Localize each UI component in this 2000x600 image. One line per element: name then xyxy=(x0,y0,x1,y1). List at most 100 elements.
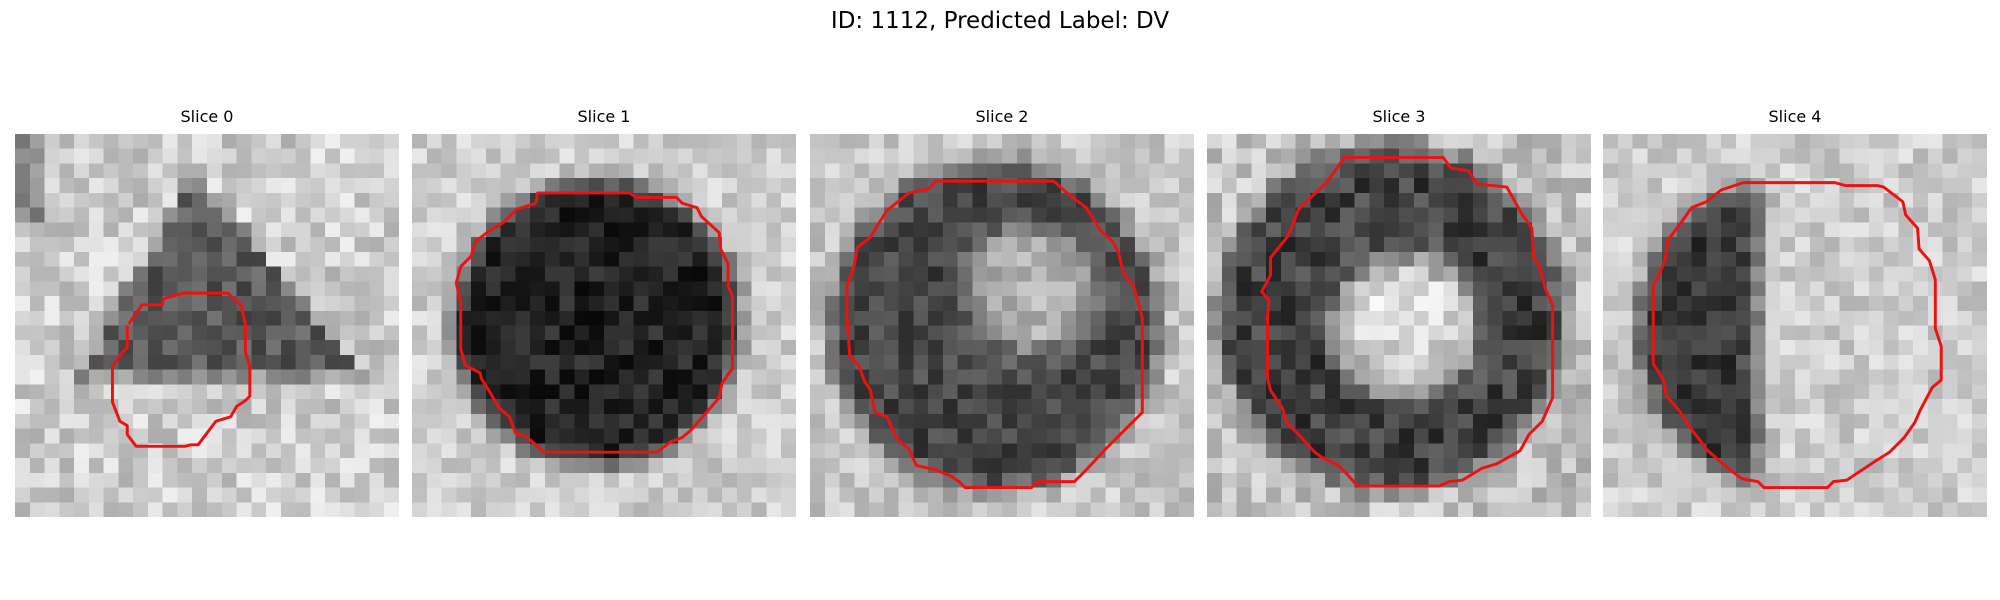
pixel xyxy=(707,472,723,488)
pixel xyxy=(766,399,782,415)
pixel xyxy=(1266,413,1282,429)
pixel xyxy=(1251,178,1267,194)
pixel xyxy=(266,207,282,223)
pixel xyxy=(530,354,546,370)
pixel xyxy=(1046,266,1062,282)
pixel xyxy=(1691,369,1707,385)
pixel xyxy=(44,487,60,503)
pixel xyxy=(722,369,738,385)
pixel xyxy=(1957,163,1973,179)
pixel xyxy=(1824,354,1840,370)
pixel xyxy=(1164,399,1180,415)
pixel xyxy=(1883,458,1899,474)
pixel xyxy=(1531,148,1547,164)
pixel xyxy=(280,237,296,253)
pixel xyxy=(29,222,45,238)
pixel xyxy=(589,399,605,415)
pixel xyxy=(59,266,75,282)
pixel xyxy=(1236,178,1252,194)
pixel xyxy=(1369,325,1385,341)
pixel xyxy=(766,296,782,312)
pixel xyxy=(59,222,75,238)
pixel xyxy=(236,281,252,297)
pixel xyxy=(147,487,163,503)
pixel xyxy=(1031,399,1047,415)
pixel xyxy=(781,148,796,164)
pixel xyxy=(1676,354,1692,370)
pixel xyxy=(1603,281,1619,297)
pixel xyxy=(1384,281,1400,297)
pixel xyxy=(604,251,620,267)
pixel xyxy=(441,472,457,488)
pixel xyxy=(59,458,75,474)
pixel xyxy=(1354,354,1370,370)
pixel xyxy=(1576,207,1591,223)
pixel xyxy=(677,148,693,164)
pixel xyxy=(1369,222,1385,238)
pixel xyxy=(221,325,237,341)
pixel xyxy=(707,148,723,164)
pixel xyxy=(692,443,708,459)
pixel xyxy=(1706,487,1722,503)
pixel xyxy=(369,163,385,179)
pixel xyxy=(280,399,296,415)
pixel xyxy=(1617,487,1633,503)
pixel xyxy=(426,163,442,179)
pixel xyxy=(1824,266,1840,282)
pixel xyxy=(1339,296,1355,312)
pixel xyxy=(544,163,560,179)
pixel xyxy=(1458,310,1474,326)
pixel xyxy=(1942,163,1958,179)
pixel xyxy=(722,296,738,312)
pixel xyxy=(295,354,311,370)
pixel xyxy=(1443,340,1459,356)
pixel xyxy=(118,178,134,194)
pixel xyxy=(1972,134,1987,150)
pixel xyxy=(1765,354,1781,370)
pixel xyxy=(1517,340,1533,356)
pixel xyxy=(1354,134,1370,150)
pixel xyxy=(1502,458,1518,474)
pixel xyxy=(1942,251,1958,267)
pixel xyxy=(869,325,885,341)
pixel xyxy=(1251,207,1267,223)
pixel xyxy=(1413,310,1429,326)
pixel xyxy=(1957,192,1973,208)
pixel xyxy=(162,134,178,150)
pixel xyxy=(1765,472,1781,488)
pixel xyxy=(589,251,605,267)
pixel xyxy=(1325,502,1341,517)
pixel xyxy=(1179,428,1194,444)
pixel xyxy=(1735,354,1751,370)
pixel xyxy=(384,443,399,459)
pixel xyxy=(942,163,958,179)
pixel xyxy=(354,310,370,326)
pixel xyxy=(604,192,620,208)
pixel xyxy=(369,354,385,370)
pixel xyxy=(15,340,31,356)
pixel xyxy=(339,134,355,150)
pixel xyxy=(559,472,575,488)
pixel xyxy=(1546,281,1562,297)
pixel xyxy=(15,266,31,282)
pixel xyxy=(1354,340,1370,356)
pixel xyxy=(441,251,457,267)
pixel xyxy=(1369,458,1385,474)
pixel xyxy=(1384,472,1400,488)
pixel xyxy=(559,192,575,208)
pixel xyxy=(325,428,341,444)
pixel xyxy=(1149,148,1165,164)
pixel xyxy=(29,192,45,208)
pixel xyxy=(1061,310,1077,326)
pixel xyxy=(1824,296,1840,312)
pixel xyxy=(707,192,723,208)
pixel xyxy=(633,472,649,488)
pixel xyxy=(59,163,75,179)
pixel xyxy=(1472,148,1488,164)
pixel xyxy=(1399,178,1415,194)
pixel xyxy=(1384,207,1400,223)
pixel xyxy=(1502,428,1518,444)
pixel xyxy=(1472,296,1488,312)
pixel xyxy=(1898,266,1914,282)
pixel xyxy=(898,222,914,238)
